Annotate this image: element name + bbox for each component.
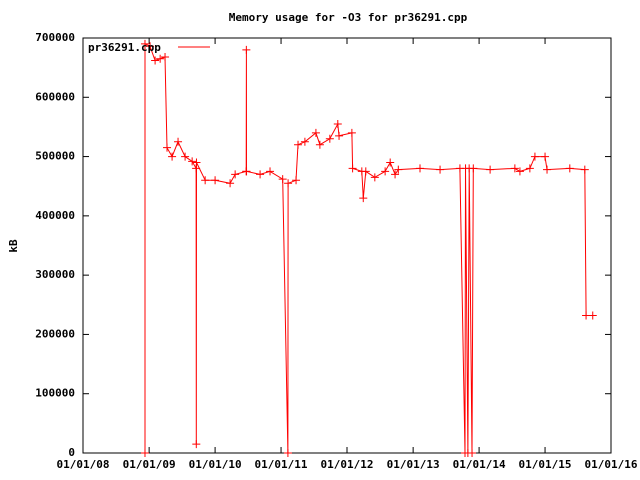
- y-tick-label: 0: [68, 446, 75, 459]
- point-marker: [174, 137, 183, 146]
- point-marker: [381, 167, 390, 176]
- point-marker: [315, 140, 324, 149]
- point-marker: [588, 311, 597, 320]
- point-marker: [530, 152, 539, 161]
- point-marker: [347, 128, 356, 137]
- point-marker: [168, 152, 177, 161]
- point-marker: [359, 194, 368, 203]
- point-marker: [242, 167, 251, 176]
- point-marker: [469, 164, 478, 173]
- y-tick-label: 600000: [35, 90, 75, 103]
- point-marker: [370, 173, 379, 182]
- point-marker: [515, 167, 524, 176]
- x-tick-label: 01/01/12: [321, 458, 374, 471]
- y-tick-label: 700000: [35, 31, 75, 44]
- point-marker: [416, 164, 425, 173]
- y-tick-label: 400000: [35, 209, 75, 222]
- point-marker: [146, 42, 155, 51]
- x-tick-label: 01/01/10: [189, 458, 242, 471]
- point-marker: [300, 137, 309, 146]
- point-marker: [163, 143, 172, 152]
- point-marker: [436, 165, 445, 174]
- point-marker: [140, 449, 149, 457]
- x-tick-label: 01/01/16: [585, 458, 638, 471]
- point-marker: [325, 134, 334, 143]
- point-marker: [284, 179, 293, 188]
- point-marker: [333, 119, 342, 128]
- point-marker: [580, 165, 589, 174]
- point-marker: [140, 39, 149, 48]
- point-marker: [391, 170, 400, 179]
- x-tick-label: 01/01/15: [519, 458, 572, 471]
- point-marker: [565, 164, 574, 173]
- point-marker: [181, 152, 190, 161]
- point-marker: [231, 170, 240, 179]
- x-tick-label: 01/01/11: [255, 458, 308, 471]
- y-tick-label: 200000: [35, 327, 75, 340]
- point-marker: [283, 449, 292, 457]
- y-tick-label: 100000: [35, 387, 75, 400]
- point-marker: [292, 176, 301, 185]
- point-marker: [226, 179, 235, 188]
- point-marker: [211, 176, 220, 185]
- data-line: [144, 43, 593, 454]
- point-marker: [541, 152, 550, 161]
- point-marker: [582, 311, 591, 320]
- point-marker: [192, 158, 201, 167]
- point-marker: [486, 165, 495, 174]
- x-tick-label: 01/01/14: [453, 458, 506, 471]
- point-marker: [311, 128, 320, 137]
- y-tick-label: 500000: [35, 150, 75, 163]
- point-marker: [188, 157, 197, 166]
- point-marker: [468, 449, 477, 457]
- point-marker: [161, 52, 170, 61]
- y-tick-label: 300000: [35, 268, 75, 281]
- chart-title: Memory usage for -O3 for pr36291.cpp: [229, 11, 468, 24]
- point-marker: [266, 167, 275, 176]
- point-marker: [294, 140, 303, 149]
- point-marker: [361, 167, 370, 176]
- point-marker: [192, 440, 201, 449]
- point-marker: [543, 165, 552, 174]
- legend-label: pr36291.cpp: [88, 41, 161, 54]
- point-marker: [394, 165, 403, 174]
- point-marker: [151, 56, 160, 65]
- point-marker: [335, 131, 344, 140]
- point-marker: [525, 164, 534, 173]
- x-tick-label: 01/01/13: [387, 458, 440, 471]
- point-marker: [242, 45, 251, 54]
- point-marker: [201, 176, 210, 185]
- point-marker: [348, 164, 357, 173]
- point-marker: [156, 54, 165, 63]
- point-marker: [256, 170, 265, 179]
- point-marker: [510, 164, 519, 173]
- point-marker: [278, 175, 287, 184]
- x-tick-label: 01/01/08: [57, 458, 110, 471]
- x-tick-label: 01/01/09: [123, 458, 176, 471]
- y-axis-label: kB: [7, 239, 20, 253]
- point-marker: [386, 158, 395, 167]
